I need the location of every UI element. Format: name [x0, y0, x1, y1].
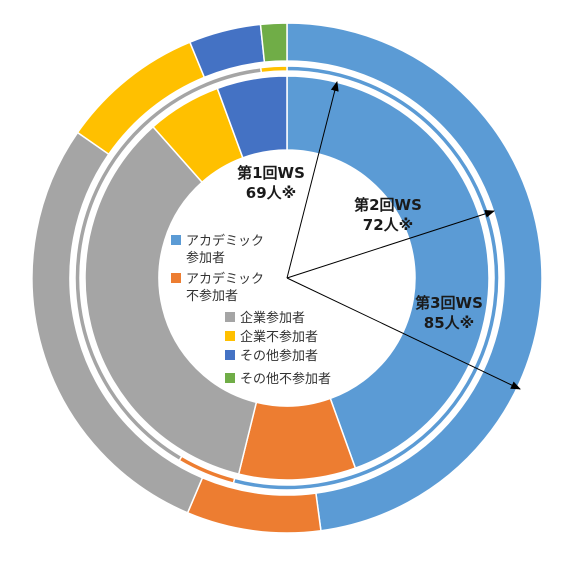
legend-label-2-line2: 不参加者 — [186, 288, 238, 304]
legend-swatch-3 — [225, 312, 235, 322]
rings — [31, 22, 543, 534]
slice-ring2-4 — [259, 65, 288, 74]
ring-arrow-2 — [286, 209, 495, 279]
slice-ring3-6 — [259, 22, 288, 64]
ring-label-title-3: 第3回WS — [415, 294, 483, 312]
ring-label-count-3: 85人※ — [424, 314, 474, 332]
legend-swatch-6 — [225, 373, 235, 383]
slice-ring1-1 — [286, 75, 490, 470]
ring-label-title-2: 第2回WS — [354, 196, 422, 214]
legend-label-3: 企業参加者 — [240, 310, 305, 326]
ring-arrow-1 — [286, 81, 339, 279]
ring-label-title-1: 第1回WS — [237, 164, 305, 182]
legend-swatch-4 — [225, 331, 235, 341]
legend-swatch-5 — [225, 350, 235, 360]
legend-label-1-line2: 参加者 — [186, 250, 225, 266]
ring-arrow-3 — [286, 277, 521, 390]
legend-swatch-1 — [171, 235, 181, 245]
legend-label-2: アカデミック — [186, 271, 264, 287]
slice-ring1-5 — [216, 75, 288, 159]
legend-label-1: アカデミック — [186, 233, 264, 249]
ring-label-count-1: 69人※ — [246, 184, 296, 202]
legend-swatch-2 — [171, 273, 181, 283]
legend-label-6: その他不参加者 — [240, 371, 331, 387]
slice-ring3-1 — [286, 22, 543, 532]
ring-labels: 第1回WS 69人※ 第2回WS 72人※ 第3回WS 85人※ — [237, 164, 483, 332]
legend: アカデミック参加者アカデミック不参加者企業参加者企業不参加者その他参加者その他不… — [171, 233, 331, 387]
legend-label-5: その他参加者 — [240, 348, 318, 364]
ring-label-count-2: 72人※ — [363, 216, 413, 234]
arrows — [286, 81, 521, 390]
slice-ring1-3 — [84, 125, 258, 476]
legend-label-4: 企業不参加者 — [240, 329, 318, 345]
